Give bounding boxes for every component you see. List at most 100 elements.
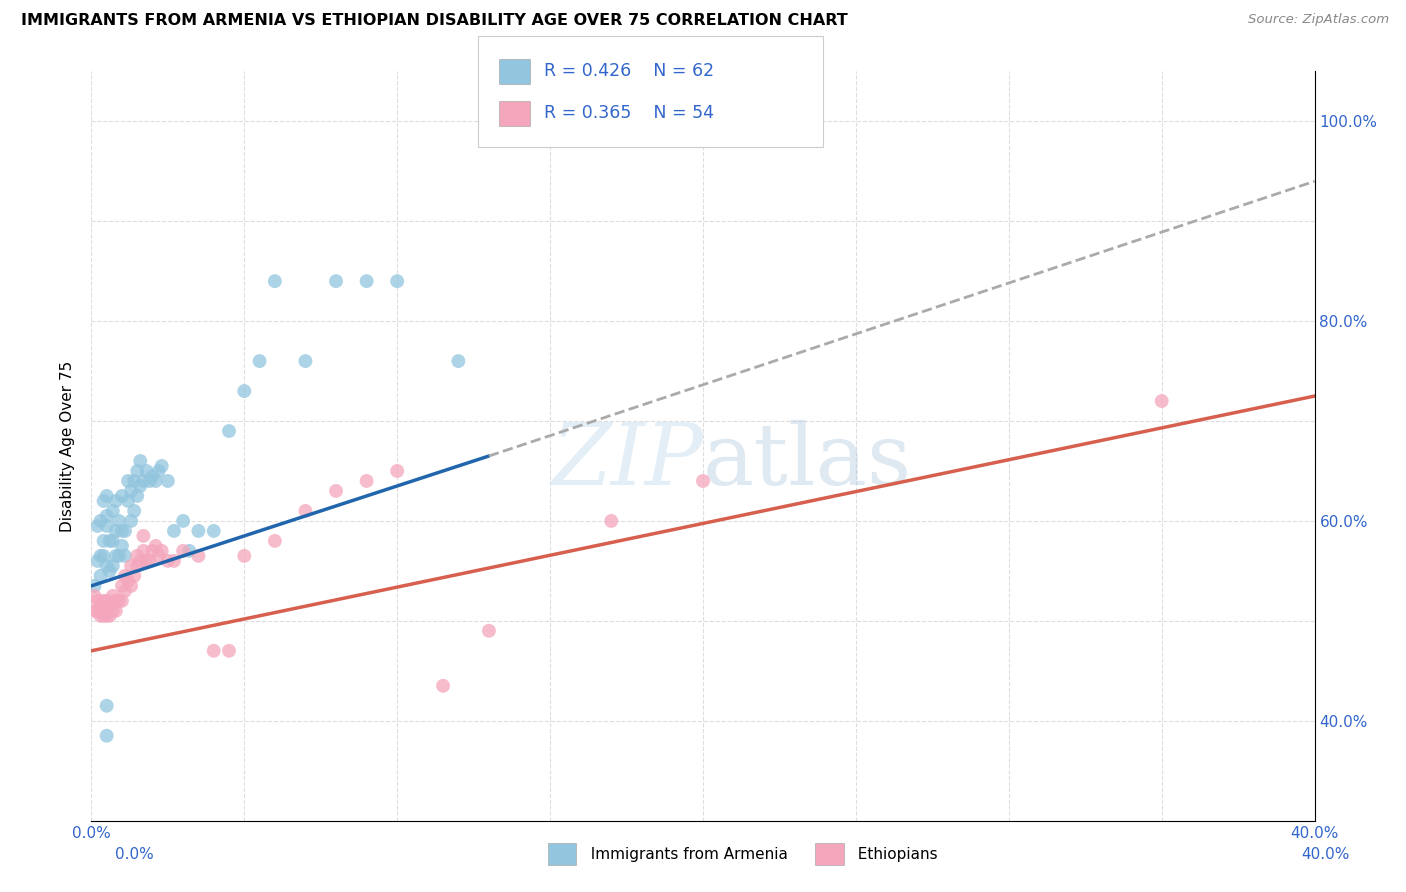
Point — [90, 599, 112, 613]
Point — [104, 524, 127, 538]
Point — [98, 533, 121, 548]
Point — [86, 604, 108, 618]
Point — [325, 483, 347, 498]
Point — [101, 604, 124, 618]
Point — [114, 583, 136, 598]
Point — [101, 558, 124, 573]
Point — [96, 558, 118, 573]
Point — [129, 479, 152, 493]
Point — [114, 549, 136, 563]
Point — [93, 608, 115, 623]
Point — [129, 554, 152, 568]
Text: Source: ZipAtlas.com: Source: ZipAtlas.com — [1249, 13, 1389, 27]
Point — [101, 504, 124, 518]
Point — [135, 554, 157, 568]
Point — [104, 594, 127, 608]
Point — [218, 424, 240, 438]
Point — [96, 698, 118, 713]
Point — [127, 558, 149, 573]
Point — [132, 474, 155, 488]
Point — [114, 524, 136, 538]
Point — [172, 544, 194, 558]
Point — [117, 474, 139, 488]
Point — [156, 474, 179, 488]
Text: Immigrants from Armenia: Immigrants from Armenia — [581, 847, 787, 862]
Point — [172, 514, 194, 528]
Point — [356, 274, 378, 288]
Point — [150, 458, 173, 473]
Point — [90, 608, 112, 623]
Point — [432, 679, 454, 693]
Point — [122, 474, 145, 488]
Point — [202, 524, 225, 538]
Point — [104, 549, 127, 563]
Point — [104, 494, 127, 508]
Point — [141, 544, 163, 558]
Point — [127, 489, 149, 503]
Point — [90, 549, 112, 563]
Point — [600, 514, 623, 528]
Point — [325, 274, 347, 288]
Point — [104, 604, 127, 618]
Point — [138, 474, 160, 488]
Point — [120, 514, 142, 528]
Point — [385, 274, 409, 288]
Point — [96, 519, 118, 533]
Point — [249, 354, 271, 368]
Point — [122, 504, 145, 518]
Point — [692, 474, 714, 488]
Point — [141, 469, 163, 483]
Point — [86, 519, 108, 533]
Text: R = 0.365    N = 54: R = 0.365 N = 54 — [544, 104, 714, 122]
Point — [108, 549, 131, 563]
Point — [111, 524, 134, 538]
Point — [163, 554, 186, 568]
Point — [117, 574, 139, 588]
Point — [86, 594, 108, 608]
Point — [93, 494, 115, 508]
Point — [98, 564, 121, 578]
Point — [294, 504, 316, 518]
Point — [1150, 394, 1173, 409]
Point — [93, 594, 115, 608]
Point — [120, 579, 142, 593]
Point — [127, 464, 149, 478]
Point — [111, 594, 134, 608]
Point — [98, 608, 121, 623]
Point — [132, 544, 155, 558]
Point — [218, 644, 240, 658]
Point — [233, 384, 256, 398]
Y-axis label: Disability Age Over 75: Disability Age Over 75 — [60, 360, 76, 532]
Point — [135, 464, 157, 478]
Point — [111, 489, 134, 503]
Point — [202, 644, 225, 658]
Point — [93, 533, 115, 548]
Point — [264, 533, 287, 548]
Point — [120, 483, 142, 498]
Point — [108, 594, 131, 608]
Point — [101, 533, 124, 548]
Point — [478, 624, 501, 638]
Point — [108, 514, 131, 528]
Text: Ethiopians: Ethiopians — [848, 847, 938, 862]
Point — [122, 569, 145, 583]
Point — [96, 508, 118, 523]
Point — [127, 549, 149, 563]
Point — [187, 549, 209, 563]
Text: IMMIGRANTS FROM ARMENIA VS ETHIOPIAN DISABILITY AGE OVER 75 CORRELATION CHART: IMMIGRANTS FROM ARMENIA VS ETHIOPIAN DIS… — [21, 13, 848, 29]
Point — [93, 549, 115, 563]
Text: 0.0%: 0.0% — [115, 847, 155, 862]
Text: atlas: atlas — [703, 419, 912, 502]
Point — [83, 579, 105, 593]
Point — [447, 354, 470, 368]
Point — [114, 569, 136, 583]
Text: 40.0%: 40.0% — [1302, 847, 1350, 862]
Point — [148, 549, 170, 563]
Point — [356, 474, 378, 488]
Point — [90, 514, 112, 528]
Point — [187, 524, 209, 538]
Point — [96, 608, 118, 623]
Point — [96, 594, 118, 608]
Point — [120, 558, 142, 573]
Point — [96, 604, 118, 618]
